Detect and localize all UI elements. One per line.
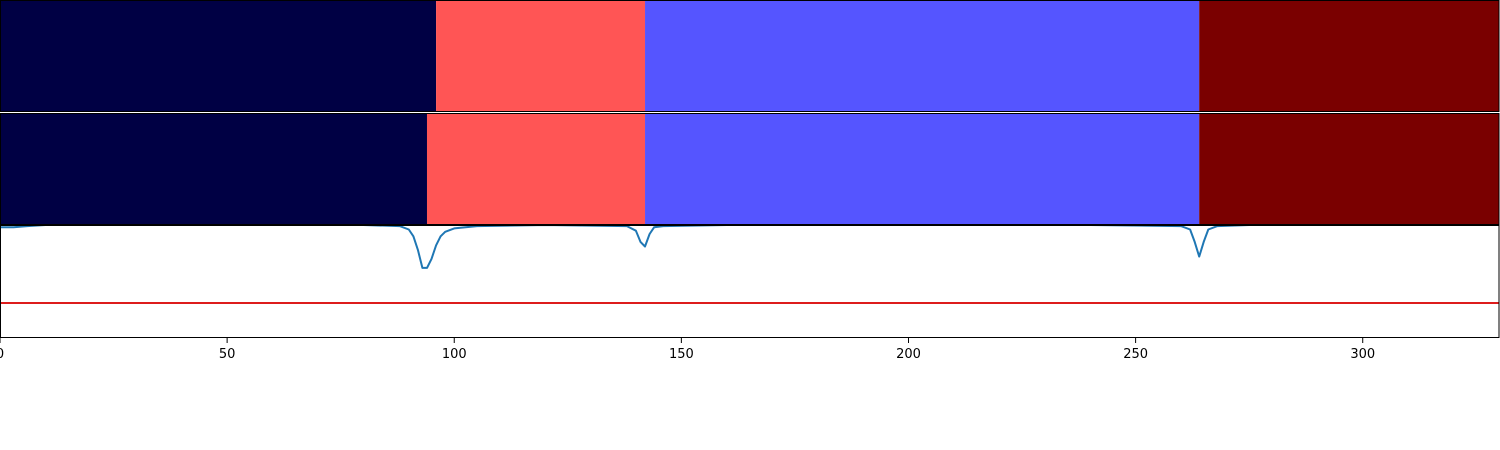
middle-segment-4 <box>1199 113 1499 225</box>
x-tick-label-200: 200 <box>896 347 921 362</box>
bottom-panel-frame <box>0 225 1500 338</box>
x-tick-label-150: 150 <box>669 347 694 362</box>
top-segment-4 <box>1199 0 1499 112</box>
top-segment-2 <box>436 0 646 112</box>
top-segmentation-panel <box>0 0 1499 112</box>
panel-frames <box>0 0 1500 338</box>
middle-segmentation-panel <box>0 113 1499 225</box>
top-panel-frame <box>0 0 1500 112</box>
line-plot-panel <box>0 224 1499 304</box>
x-axis: 0 50 100 150 200 250 300 <box>0 338 1375 362</box>
middle-segment-3 <box>645 113 1200 225</box>
middle-panel-frame <box>0 113 1500 225</box>
x-tick-label-300: 300 <box>1350 347 1375 362</box>
middle-segment-1 <box>0 113 427 225</box>
x-tick-label-0: 0 <box>0 347 4 362</box>
x-tick-label-50: 50 <box>219 347 236 362</box>
middle-segment-2 <box>426 113 646 225</box>
top-segment-1 <box>0 0 437 112</box>
x-tick-label-100: 100 <box>442 347 467 362</box>
series-line-1 <box>0 224 1499 269</box>
top-segment-3 <box>645 0 1200 112</box>
x-tick-label-250: 250 <box>1123 347 1148 362</box>
